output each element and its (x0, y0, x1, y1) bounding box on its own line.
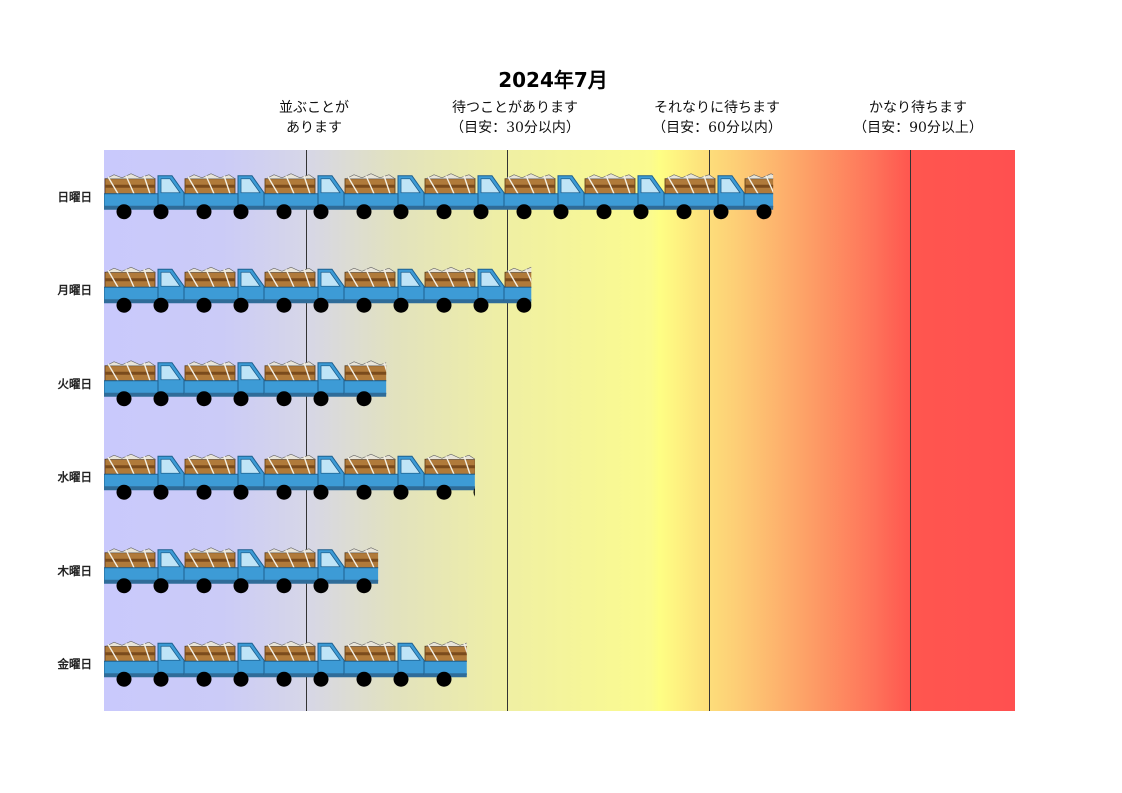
level-divider (910, 150, 911, 711)
truck-icon (104, 453, 185, 501)
level-divider (507, 150, 508, 711)
truck-icon (183, 173, 265, 220)
truck-icon (263, 547, 345, 594)
day-label: 水曜日 (57, 470, 93, 485)
level-label: 待つことがあります （目安：30分以内） (415, 98, 615, 138)
truck-icon (104, 547, 185, 594)
truck-icon (423, 266, 505, 314)
truck-icon (503, 173, 585, 220)
day-label: 日曜日 (57, 189, 93, 204)
level-label-line: 並ぶことが (279, 100, 349, 116)
truck-icon (343, 453, 425, 501)
truck-icon (104, 266, 185, 314)
truck-icon (343, 360, 387, 407)
truck-icon (104, 640, 185, 688)
truck-icon (183, 360, 265, 407)
day-label: 火曜日 (57, 376, 93, 391)
truck-icon (183, 266, 265, 314)
level-label: 並ぶことが あります (214, 98, 414, 138)
day-label: 月曜日 (57, 283, 93, 298)
truck-icon (343, 640, 425, 688)
bar-3 (104, 453, 475, 501)
level-label-line: （目安：30分以内） (450, 120, 580, 136)
truck-icon (263, 360, 345, 407)
level-label-line: （目安：90分以上） (853, 120, 983, 136)
level-label: かなり待ちます （目安：90分以上） (818, 98, 1018, 138)
truck-icon (343, 173, 425, 220)
bar-4 (104, 547, 379, 594)
level-label-line: 待つことがあります (452, 100, 578, 116)
chart-title: 2024年7月 (498, 68, 608, 92)
truck-icon (503, 266, 532, 314)
truck-icon (263, 266, 345, 314)
truck-icon (343, 547, 379, 594)
truck-icon (263, 640, 345, 688)
level-label-line: それなりに待ちます (654, 100, 780, 116)
truck-icon (183, 547, 265, 594)
level-label-line: あります (286, 120, 342, 136)
truck-icon (343, 266, 425, 314)
truck-icon (423, 453, 475, 501)
level-divider (709, 150, 710, 711)
truck-icon (423, 640, 467, 688)
plot-area (104, 150, 1015, 711)
truck-icon (104, 173, 185, 220)
truck-icon (263, 173, 345, 220)
truck-icon (743, 173, 774, 220)
truck-icon (183, 640, 265, 688)
truck-icon (663, 173, 745, 220)
truck-icon (423, 173, 505, 220)
bar-2 (104, 360, 387, 407)
truck-icon (583, 173, 665, 220)
level-label-line: （目安：60分以内） (652, 120, 782, 136)
day-label: 木曜日 (57, 563, 93, 578)
truck-icon (263, 453, 345, 501)
level-label-line: かなり待ちます (869, 100, 967, 116)
bar-0 (104, 173, 774, 220)
bar-1 (104, 266, 532, 314)
level-divider (306, 150, 307, 711)
bar-5 (104, 640, 467, 688)
truck-icon (104, 360, 185, 407)
truck-icon (183, 453, 265, 501)
level-label: それなりに待ちます （目安：60分以内） (617, 98, 817, 138)
day-label: 金曜日 (57, 657, 93, 672)
